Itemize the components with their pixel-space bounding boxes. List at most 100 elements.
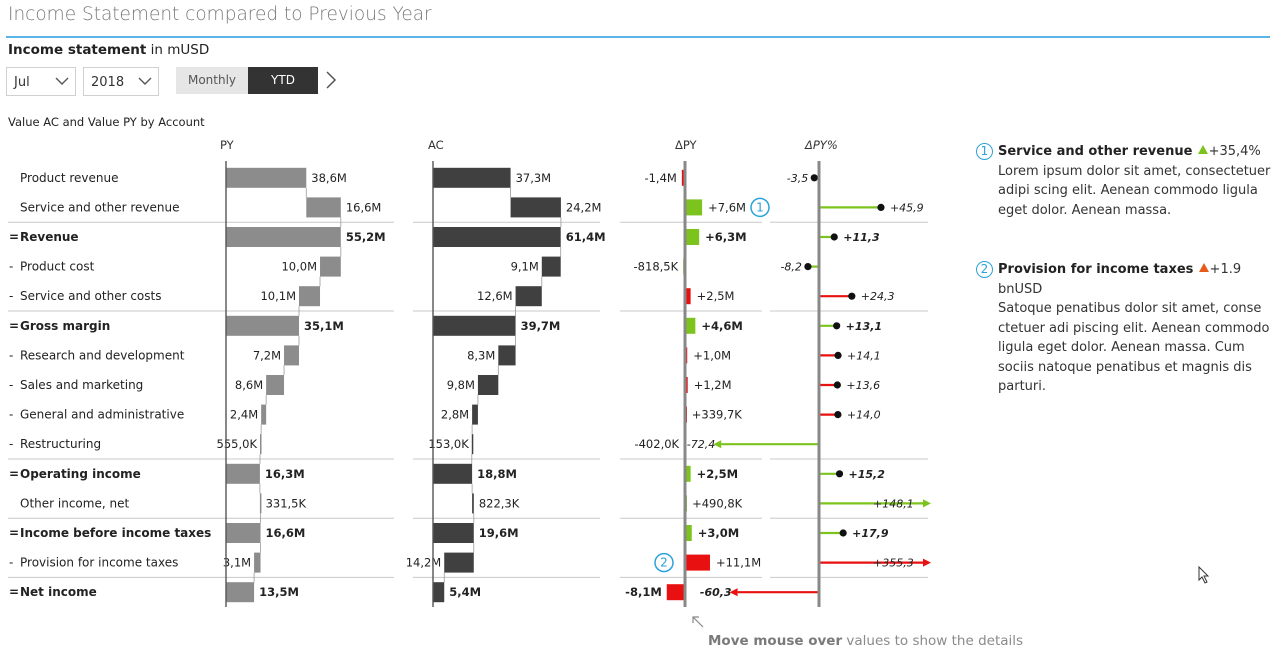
comment-title: Service and other revenue — [998, 144, 1193, 159]
delta-pct-dot — [833, 381, 841, 389]
row-label: Revenue — [20, 230, 79, 244]
row-label: Product revenue — [20, 171, 119, 185]
delta-py-label: +2,5M — [697, 289, 735, 303]
statement-subtitle: Income statement in mUSD — [8, 42, 209, 58]
py-bar — [306, 197, 341, 218]
hint-rest: values to show the details — [842, 633, 1024, 649]
delta-pct-dot — [830, 233, 838, 241]
row-prefix: = — [9, 526, 19, 540]
delta-pct-dot — [833, 322, 841, 330]
delta-pct-label: -8,2 — [780, 261, 801, 274]
ac-bar — [498, 345, 516, 366]
row-label: Provision for income taxes — [20, 556, 178, 570]
ac-bar — [471, 434, 474, 455]
row-prefix: - — [9, 437, 13, 451]
delta-pct-label: +13,6 — [846, 379, 880, 392]
delta-py-pct-column-header: ΔPY% — [805, 138, 838, 152]
delta-pct-label: +14,0 — [847, 409, 881, 422]
delta-py-bar — [681, 169, 685, 186]
ac-bar — [433, 463, 473, 484]
ac-bar — [472, 404, 478, 425]
ac-bar — [510, 197, 561, 218]
py-bar — [226, 167, 307, 188]
month-dropdown[interactable]: Jul — [6, 67, 76, 96]
ac-column-header: AC — [428, 138, 444, 152]
ac-value-label: 153,0K — [428, 437, 469, 451]
row-prefix: - — [9, 408, 13, 422]
py-bar — [259, 493, 262, 514]
row-label: Research and development — [20, 348, 185, 362]
py-value-label: 55,2M — [346, 230, 386, 244]
delta-py-label: -1,4M — [644, 171, 676, 185]
ac-value-label: 39,7M — [521, 319, 561, 333]
callout-badge-number: 2 — [660, 556, 668, 570]
delta-py-column-header: ΔPY — [675, 138, 697, 152]
delta-py-bar — [685, 554, 710, 571]
delta-pct-label: +13,1 — [846, 320, 882, 333]
delta-py-label: +1,2M — [694, 378, 732, 392]
subtitle-unit: in mUSD — [150, 42, 210, 58]
delta-pct-label: +15,2 — [849, 468, 886, 481]
delta-pct-label: -3,5 — [787, 172, 808, 185]
title-divider — [6, 36, 1270, 38]
monthly-toggle[interactable]: Monthly — [176, 67, 248, 94]
py-value-label: 555,0K — [217, 437, 258, 451]
year-dropdown[interactable]: 2018 — [83, 67, 159, 96]
row-label: Restructuring — [20, 437, 101, 451]
chevron-right-icon[interactable] — [324, 70, 338, 90]
delta-py-bar — [685, 288, 691, 305]
callout-badge — [750, 197, 770, 218]
income-statement-chart: Product revenue 38,6M 37,3M -1,4M -3,5 Servic… — [8, 161, 931, 607]
py-column-header: PY — [220, 138, 234, 152]
py-value-label: 16,3M — [265, 467, 305, 481]
delta-pct-label: +148,1 — [873, 497, 914, 510]
ac-bar — [541, 256, 561, 277]
delta-pct-label: +17,9 — [852, 527, 889, 540]
ac-value-label: 8,3M — [467, 348, 495, 362]
row-label: Other income, net — [20, 496, 129, 510]
delta-py-label: +7,6M — [708, 200, 746, 214]
py-value-label: 10,1M — [260, 289, 296, 303]
delta-pct-arrow — [923, 558, 931, 567]
py-value-label: 7,2M — [253, 348, 281, 362]
comment-badge: 1 — [976, 143, 993, 160]
ac-value-label: 14,2M — [406, 556, 442, 570]
ac-value-label: 5,4M — [449, 585, 481, 599]
ac-bar — [472, 493, 474, 514]
delta-pct-label: -72,4 — [687, 438, 715, 451]
ac-value-label: 822,3K — [479, 496, 520, 510]
ac-value-label: 12,6M — [477, 289, 513, 303]
row-label: Operating income — [20, 467, 141, 481]
py-value-label: 35,1M — [304, 319, 344, 333]
delta-pct-arrow — [713, 440, 722, 449]
comment-text: Satoque penatibus dolor sit amet, conse … — [998, 301, 1270, 394]
delta-pct-arrow — [729, 588, 738, 597]
delta-py-bar — [666, 584, 685, 601]
arrow-up-left-icon — [692, 616, 704, 628]
py-bar — [254, 552, 261, 573]
chevron-down-icon — [138, 77, 152, 85]
row-label: General and administrative — [20, 408, 184, 422]
delta-py-label: +2,5M — [697, 467, 738, 481]
ac-value-label: 18,8M — [477, 467, 517, 481]
ac-bar — [433, 227, 561, 247]
ac-value-label: 9,1M — [511, 260, 539, 274]
ytd-toggle[interactable]: YTD — [248, 67, 318, 94]
delta-pct-label: +11,3 — [843, 231, 880, 244]
py-value-label: 13,5M — [259, 585, 299, 599]
ac-value-label: 61,4M — [566, 230, 606, 244]
py-value-label: 16,6M — [346, 200, 382, 214]
delta-py-bar — [685, 465, 691, 482]
delta-pct-dot — [804, 263, 812, 271]
ac-bar — [433, 582, 445, 603]
row-prefix: - — [9, 378, 13, 392]
ac-bar — [433, 523, 474, 543]
ac-value-label: 2,8M — [441, 408, 469, 422]
py-bar — [259, 434, 262, 455]
ac-bar — [444, 552, 474, 573]
row-prefix: = — [9, 319, 19, 333]
row-label: Income before income taxes — [20, 526, 211, 540]
row-label: Product cost — [20, 260, 95, 274]
delta-py-label: +1,0M — [693, 348, 731, 362]
report-title: Income Statement compared to Previous Ye… — [8, 4, 432, 25]
